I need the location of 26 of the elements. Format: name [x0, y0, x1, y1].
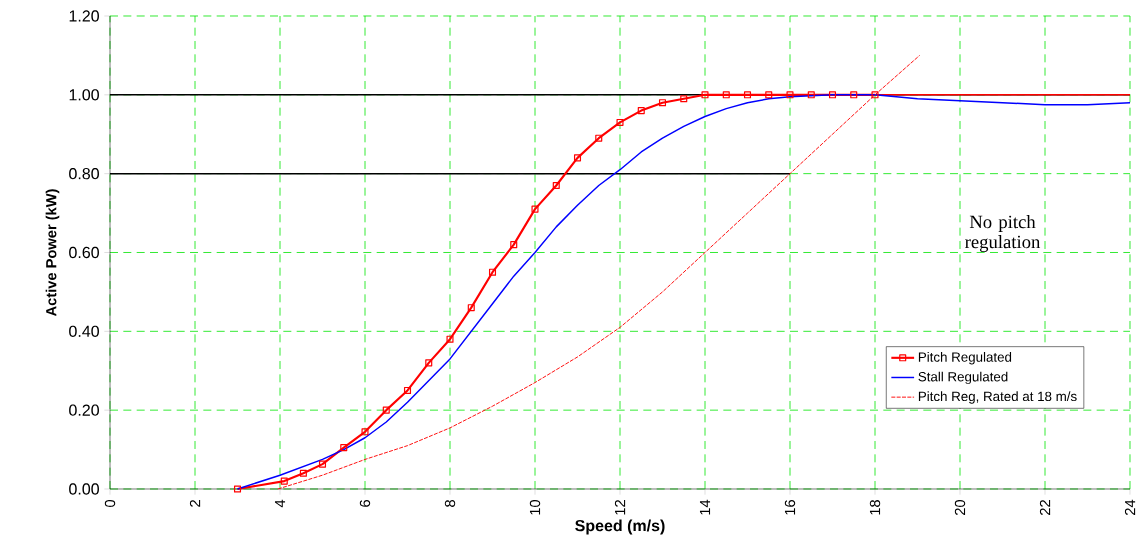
x-tick-label: 22	[1039, 500, 1051, 515]
x-tick-label: 24	[1124, 499, 1136, 515]
y-tick-label: 0.40	[69, 325, 99, 337]
x-tick-label: 14	[699, 499, 711, 515]
annotation: No pitch regulation	[965, 215, 1041, 253]
x-tick-label: 2	[189, 500, 201, 507]
x-tick-label: 18	[869, 500, 881, 515]
x-tick-label: 20	[954, 499, 966, 515]
y-tick-label: 0.80	[69, 168, 99, 180]
y-axis-title: Active Power (kW)	[45, 189, 60, 317]
x-tick-label: 12	[614, 500, 626, 515]
y-tick-label: 0.00	[69, 483, 99, 495]
y-tick-label: 1.00	[69, 89, 99, 101]
x-tick-label: 0	[104, 499, 116, 507]
x-tick-label: 4	[274, 499, 286, 508]
legend-label: Stall Regulated	[918, 371, 1008, 385]
x-tick-label: 6	[359, 500, 371, 507]
x-tick-label: 10	[529, 499, 541, 515]
x-tick-label: 16	[784, 500, 796, 515]
x-tick-label: 8	[444, 500, 456, 507]
legend-label: Pitch Reg, Rated at 18 m/s	[918, 391, 1077, 404]
legend-label: Pitch Regulated	[918, 352, 1012, 365]
y-tick-label: 0.60	[69, 246, 99, 259]
x-axis-title: Speed (m/s)	[575, 519, 665, 535]
y-tick-label: 1.20	[69, 10, 99, 22]
y-tick-label: 0.20	[69, 404, 99, 416]
